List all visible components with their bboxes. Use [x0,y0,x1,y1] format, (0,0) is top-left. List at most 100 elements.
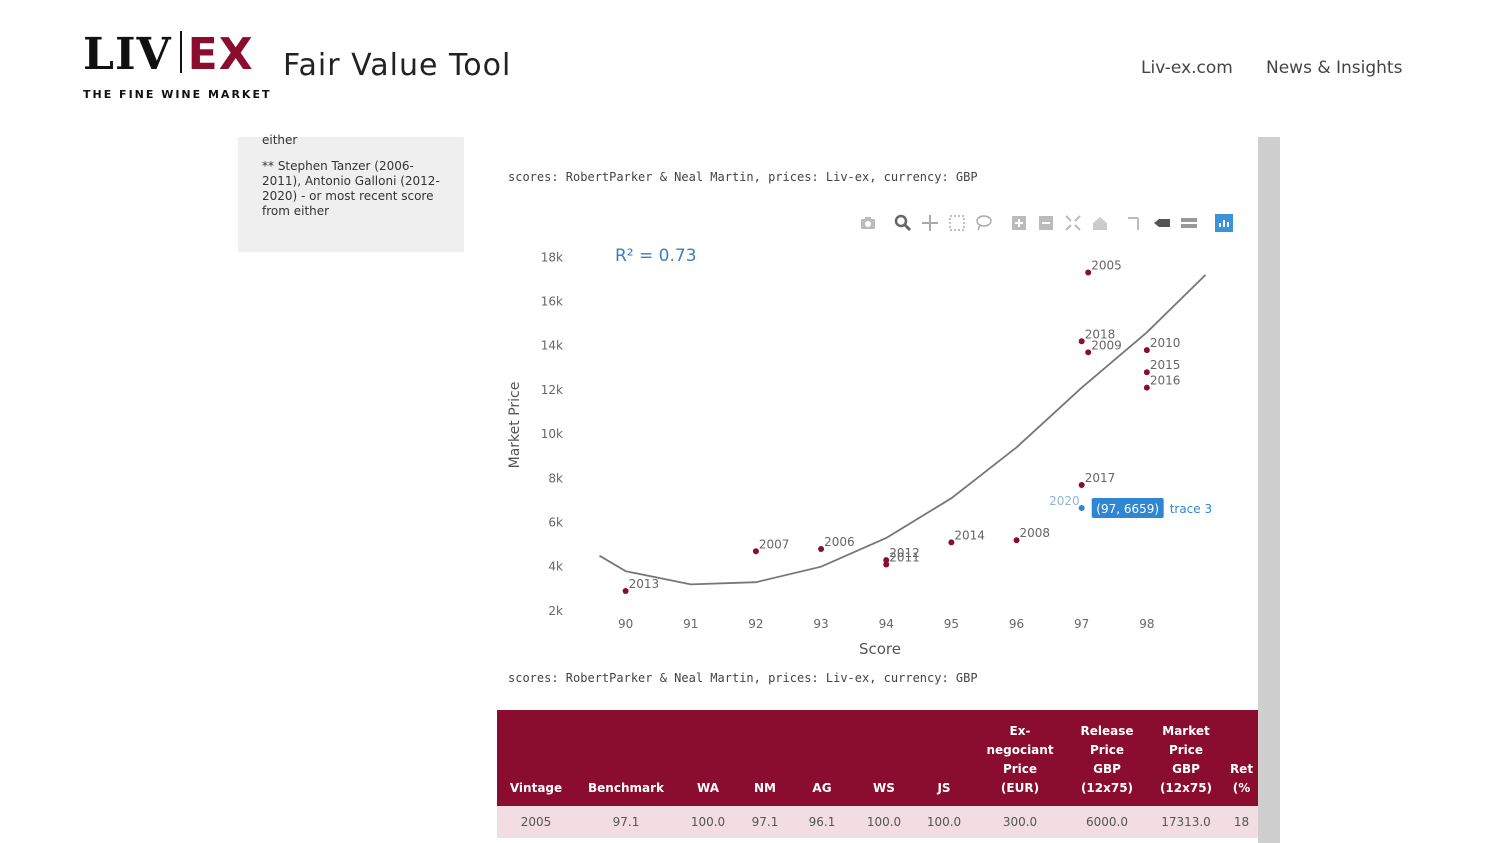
app-title: Fair Value Tool [283,48,512,83]
point-label: 2015 [1150,358,1181,372]
nav-link-livex[interactable]: Liv-ex.com [1141,58,1233,78]
zoom-in-icon[interactable] [1009,213,1029,233]
y-tick-label: 18k [541,250,563,264]
table-cell: 97.1 [739,806,791,838]
x-tick-label: 97 [1074,617,1089,631]
logo-right-text: EX [187,29,254,80]
table-cell: 100.0 [915,806,973,838]
data-point [1078,481,1085,488]
y-tick-label: 2k [548,604,563,618]
point-label: 2013 [629,577,660,591]
table-row: 2005 97.1 100.0 97.1 96.1 100.0 100.0 300.0 6000… [497,806,1258,838]
data-point [1143,347,1150,354]
x-tick-label: 90 [618,617,633,631]
table-header-cell[interactable]: Ret (% [1225,710,1258,806]
site-header: LIV EX THE FINE WINE MARKET Fair Value To… [0,0,1505,120]
reset-axes-icon[interactable] [1090,213,1110,233]
table-cell: 100.0 [677,806,739,838]
point-label: 2016 [1150,374,1181,388]
r-squared-annotation: R² = 0.73 [615,246,697,266]
table-header-cell[interactable]: Vintage [497,710,575,806]
point-label: 2011 [889,551,920,565]
data-point [1085,349,1092,356]
data-point [1143,369,1150,376]
hover-trace-name: trace 3 [1170,502,1212,516]
table-cell: 100.0 [853,806,915,838]
sidebar-notes-panel: either ** Stephen Tanzer (2006-2011), An… [238,133,464,252]
hover-closest-icon[interactable] [1152,213,1172,233]
logo-divider [179,31,182,73]
y-tick-label: 6k [548,516,563,530]
lasso-select-icon[interactable] [974,213,994,233]
chart-source-line-top: scores: RobertParker & Neal Martin, pric… [508,170,978,184]
table-cell: 6000.0 [1067,806,1147,838]
x-axis-title: Score [859,640,901,658]
trend-line [599,274,1207,586]
vintage-table: Vintage Benchmark WA NM AG WS JS Ex- negociant … [497,710,1258,843]
hover-tooltip: (97, 6659) trace 3 [1091,497,1212,518]
point-label: 2005 [1091,258,1122,272]
point-label: 2014 [954,528,985,542]
data-point [883,557,890,564]
point-label: 2006 [824,535,855,549]
scrollbar[interactable] [1258,137,1280,843]
table-header-cell[interactable]: WA [677,710,739,806]
table-header-cell[interactable]: AG [791,710,853,806]
table-cell: 97.1 [575,806,677,838]
x-tick-label: 92 [748,617,763,631]
table-header-cell[interactable]: Market Price GBP (12x75) [1147,710,1225,806]
table-cell: 96.1 [791,806,853,838]
table-header-row: Vintage Benchmark WA NM AG WS JS Ex- negociant … [497,710,1258,806]
point-label: 2018 [1085,327,1116,341]
data-point [1013,537,1020,544]
point-label: 2008 [1020,526,1051,540]
table-cell: 17313.0 [1147,806,1225,838]
point-label: 2007 [759,537,790,551]
x-tick-label: 98 [1139,617,1154,631]
table-header-cell[interactable]: JS [915,710,973,806]
sidebar-note-fragment: either [262,133,298,147]
table-header-cell[interactable]: Ex- negociant Price (EUR) [973,710,1067,806]
sidebar-critic-note: ** Stephen Tanzer (2006-2011), Antonio G… [262,159,440,218]
logo-tagline: THE FINE WINE MARKET [83,88,272,101]
data-point [1078,504,1085,511]
data-point [1085,269,1092,276]
hover-compare-icon[interactable] [1179,213,1199,233]
table-cell: 18 [1225,806,1258,838]
chart-source-line-bottom: scores: RobertParker & Neal Martin, pric… [508,671,978,685]
zoom-out-icon[interactable] [1036,213,1056,233]
point-label: 2020 [1049,494,1080,508]
point-label: 2012 [889,546,920,560]
pan-icon[interactable] [920,213,940,233]
nav-link-news-insights[interactable]: News & Insights [1266,58,1403,78]
autoscale-icon[interactable] [1063,213,1083,233]
data-point [1143,384,1150,391]
table-header-cell[interactable]: Benchmark [575,710,677,806]
table-cell: 2005 [497,806,575,838]
logo-left-text: LIV [83,29,172,80]
point-label: 2009 [1091,338,1122,352]
plotly-logo-icon[interactable] [1214,213,1234,233]
spike-lines-icon[interactable] [1124,213,1144,233]
table-header-cell[interactable]: Release Price GBP (12x75) [1067,710,1147,806]
y-tick-label: 4k [548,560,563,574]
y-tick-label: 12k [541,383,563,397]
table-cell: 300.0 [973,806,1067,838]
hover-value: (97, 6659) [1096,502,1159,516]
x-tick-label: 95 [944,617,959,631]
table-header-cell[interactable]: NM [739,710,791,806]
y-axis-title: Market Price [507,382,523,469]
point-label: 2017 [1085,471,1116,485]
y-tick-label: 8k [548,471,563,485]
box-select-icon[interactable] [947,213,967,233]
y-tick-label: 14k [541,339,563,353]
camera-icon[interactable] [858,213,878,233]
x-tick-label: 94 [879,617,894,631]
livex-logo[interactable]: LIV EX THE FINE WINE MARKET [83,29,269,102]
zoom-icon[interactable] [893,213,913,233]
table-header-cell[interactable]: WS [853,710,915,806]
y-tick-label: 16k [541,294,563,308]
x-tick-label: 96 [1009,617,1024,631]
data-point [883,561,890,568]
